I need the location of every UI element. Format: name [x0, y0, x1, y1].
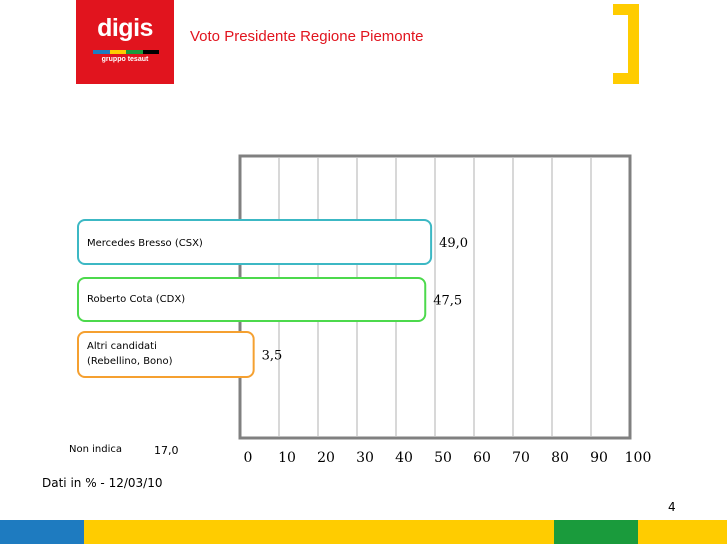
x-tick-label-100: 100: [625, 450, 652, 466]
logo-subtitle: gruppo tesaut: [101, 56, 149, 63]
bar-value-label-3: 3,5: [262, 349, 283, 364]
x-tick-label-0: 0: [244, 450, 253, 466]
non-indica-label: Non indica: [69, 444, 122, 455]
page-number: 4: [668, 500, 676, 514]
bar-label-2: Roberto Cota (CDX): [87, 294, 185, 305]
logo-color-stripe: [93, 50, 159, 54]
x-tick-label-70: 70: [512, 450, 530, 466]
x-tick-label-10: 10: [278, 450, 296, 466]
x-tick-label-40: 40: [395, 450, 413, 466]
non-indica-value: 17,0: [154, 444, 179, 457]
slide-title: Voto Presidente Regione Piemonte: [190, 28, 424, 45]
x-tick-label-80: 80: [551, 450, 569, 466]
bar-1: [77, 219, 433, 265]
bar-label-3-line-2: (Rebellino, Bono): [87, 356, 173, 367]
yellow-bracket-decoration: [613, 4, 639, 84]
digis-logo: digis gruppo tesaut: [76, 0, 174, 84]
data-note: Dati in % - 12/03/10: [42, 476, 163, 490]
x-tick-label-90: 90: [590, 450, 608, 466]
bar-2: [77, 277, 427, 322]
bar-label-3-line-1: Altri candidati: [87, 341, 157, 352]
x-tick-label-50: 50: [434, 450, 452, 466]
bar-3: [77, 331, 255, 378]
bar-value-label-2: 47,5: [433, 294, 462, 309]
bar-label-1: Mercedes Bresso (CSX): [87, 238, 203, 249]
x-tick-label-60: 60: [473, 450, 491, 466]
x-tick-label-20: 20: [317, 450, 335, 466]
bar-value-label-1: 49,0: [439, 236, 468, 251]
logo-brand-text: digis: [97, 14, 153, 42]
x-tick-label-30: 30: [356, 450, 374, 466]
footer-color-bar: [0, 520, 727, 544]
